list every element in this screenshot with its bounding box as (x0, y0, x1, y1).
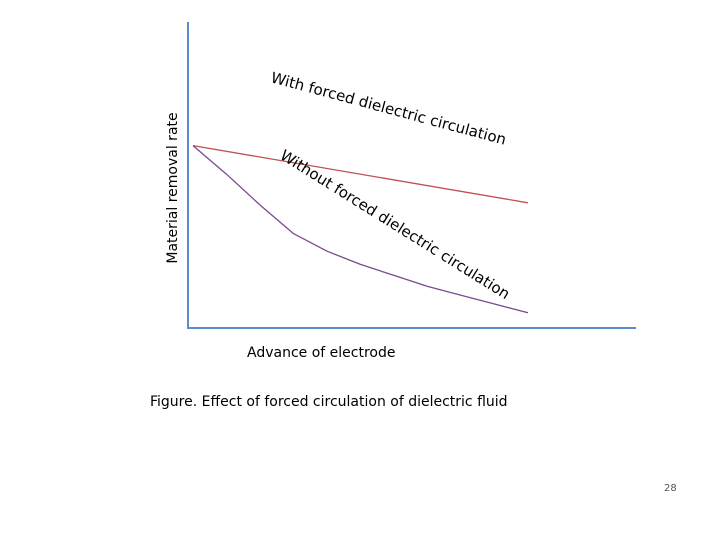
y-axis-label: Material removal rate (165, 112, 181, 263)
series-layer (192, 144, 529, 314)
series-line-1 (192, 144, 529, 204)
x-axis-label: Advance of electrode (247, 345, 395, 361)
series-label-with-forced: With forced dielectric circulation (269, 68, 508, 148)
chart: Material removal rate Advance of electro… (165, 22, 636, 361)
page-number: 28 (664, 483, 677, 494)
figure-caption: Figure. Effect of forced circulation of … (150, 394, 508, 410)
series-line-2 (192, 145, 529, 314)
series-label-without-forced: Without forced dielectric circulation (277, 146, 513, 303)
